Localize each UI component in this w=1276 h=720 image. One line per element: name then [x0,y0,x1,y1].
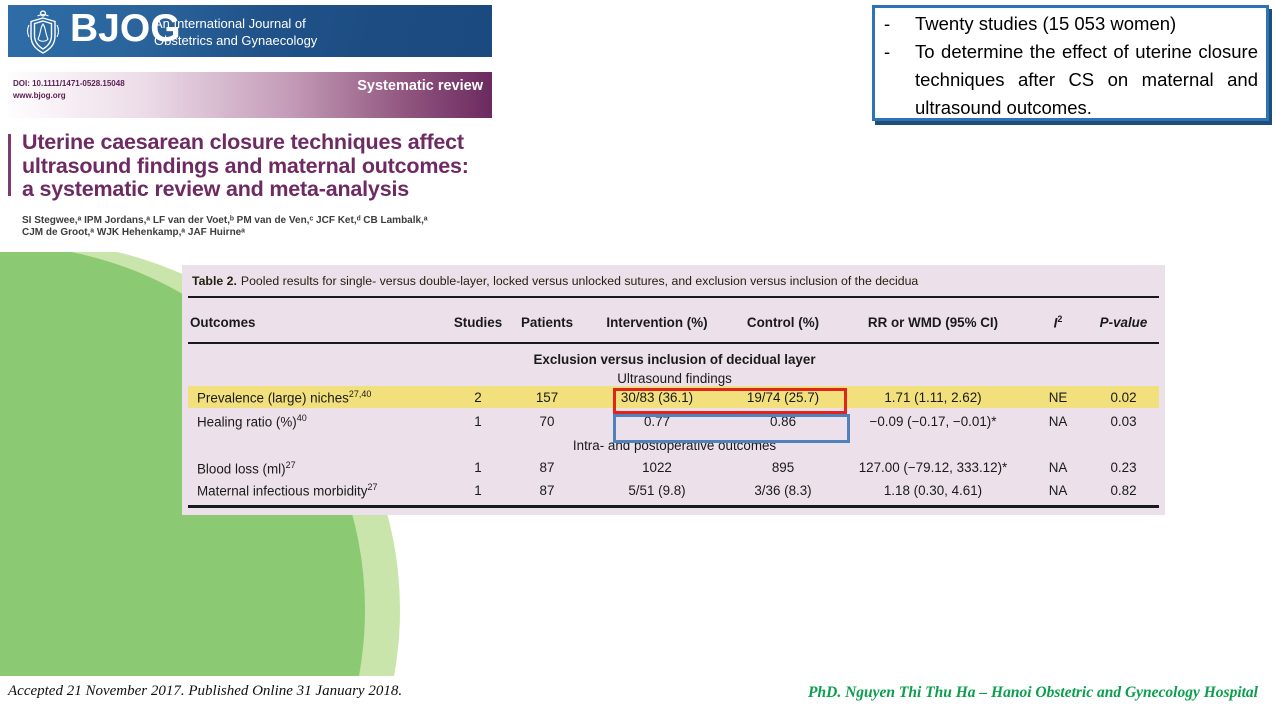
i2-cell: NA [1048,460,1068,476]
journal-subtitle-line2: Obstetrics and Gynaecology [154,33,318,48]
summary-callout-box: - Twenty studies (15 053 women) - To det… [872,5,1269,121]
callout-bullet-1-text: Twenty studies (15 053 women) [915,13,1177,34]
pvalue-cell: 0.23 [1110,460,1137,476]
studies-cell: 1 [474,413,482,429]
intervention-cell: 0.77 [643,413,671,429]
i2-cell: NE [1028,386,1088,409]
bjog-crest-icon [26,10,60,54]
results-table-body: Exclusion versus inclusion of decidual l… [188,344,1160,501]
journal-banner: BJOG An International Journal of Obstetr… [8,5,492,57]
col-header-i2: I2 [1028,298,1088,342]
journal-subtitle: An International Journal of Obstetrics a… [154,15,317,49]
table-caption-text: Pooled results for single- versus double… [240,274,919,288]
outcome-cell: Blood loss (ml)27 [188,456,448,479]
i2-superscript: 2 [1057,314,1063,324]
accepted-date-text: Accepted 21 November 2017. Published Onl… [8,683,403,699]
col-header-patients: Patients [520,314,574,330]
table-row-blood-loss: Blood loss (ml)27 1 87 1022 895 127.00 (… [188,456,1159,479]
pvalue-cell: 0.02 [1088,386,1160,409]
author-list-line1: SI Stegwee,ᵃ IPM Jordans,ᵃ LF van der Vo… [22,215,428,226]
col-header-pvalue: P-value [1088,298,1159,342]
intervention-cell: 1022 [642,460,672,476]
studies-cell: 2 [448,386,508,409]
callout-bullet-row-2: - To determine the effect of uterine clo… [884,38,1258,122]
article-type-banner: DOI: 10.1111/1471-0528.15048 www.bjog.or… [8,72,492,118]
journal-subtitle-line1: An International Journal of [154,16,306,31]
results-table-panel: Table 2. Pooled results for single- versu… [182,265,1165,515]
article-type-label: Systematic review [357,78,483,94]
col-header-outcomes: Outcomes [190,314,256,330]
control-cell: 895 [771,460,795,476]
outcome-ref: 27 [367,482,378,493]
results-table: Outcomes Studies Patients Intervention (… [188,298,1159,342]
article-title-line3: a systematic review and meta-analysis [22,177,409,201]
col-header-control: Control (%) [746,314,820,330]
outcome-text: Blood loss (ml) [197,461,286,477]
table-caption: Table 2. Pooled results for single- versu… [182,265,1165,296]
title-accent-bar [8,134,11,196]
callout-bullet-row-1: - Twenty studies (15 053 women) [884,10,1258,38]
patients-cell: 87 [539,460,555,476]
table-rule-bottom [188,505,1159,509]
i2-cell: NA [1048,413,1068,429]
outcome-cell: Healing ratio (%)40 [188,408,448,434]
i2-symbol: I [1053,315,1058,331]
outcome-ref: 40 [296,413,307,424]
outcome-ref: 27 [285,459,296,470]
article-title: Uterine caesarean closure techniques aff… [22,130,469,202]
control-cell: 3/36 (8.3) [754,482,812,498]
table-rule-header [188,342,1159,345]
journal-logo: BJOG [70,7,181,50]
subsection-label: Ultrasound findings [617,370,732,386]
outcome-ref: 27,40 [348,389,372,400]
article-title-line2: ultrasound findings and maternal outcome… [22,153,469,178]
rr-cell: 1.18 (0.30, 4.61) [883,482,983,498]
rr-cell: 1.71 (1.11, 2.62) [838,386,1028,409]
outcome-text: Healing ratio (%) [197,414,297,430]
patients-cell: 87 [539,482,555,498]
article-title-line1: Uterine caesarean closure techniques aff… [22,130,464,154]
red-annotation-box [613,388,847,414]
pvalue-cell: 0.03 [1110,413,1137,429]
patients-cell: 70 [539,413,555,429]
intervention-cell: 30/83 (36.1) [586,386,728,409]
control-cell: 0.86 [769,413,797,429]
journal-website: www.bjog.org [13,91,66,100]
table-caption-label: Table 2. [192,274,237,288]
patients-cell: 157 [508,386,586,409]
bullet-marker-1: - [884,13,891,34]
table-row-healing-ratio: Healing ratio (%)40 1 70 0.77 0.86 −0.09… [188,408,1159,434]
table-header-row: Outcomes Studies Patients Intervention (… [188,298,1159,342]
blue-annotation-box [613,414,850,443]
outcome-text: Prevalence (large) niches [197,390,349,406]
bullet-marker-2: - [884,41,891,62]
callout-bullet-2-text: To determine the effect of uterine closu… [915,41,1258,118]
table-rule-top [188,296,1159,298]
author-list-line2: CJM de Groot,ᵃ WJK Hehenkamp,ᵃ JAF Huirn… [22,226,246,238]
intervention-cell: 5/51 (9.8) [628,482,686,498]
control-cell: 19/74 (25.7) [728,386,838,409]
table-row-prevalence-niches: Prevalence (large) niches27,40 2 157 30/… [188,386,1160,409]
section-label: Exclusion versus inclusion of decidual l… [533,352,816,368]
table-row-maternal-morbidity: Maternal infectious morbidity27 1 87 5/5… [188,479,1159,501]
pvalue-cell: 0.82 [1110,482,1137,498]
col-header-intervention: Intervention (%) [606,314,708,330]
studies-cell: 1 [474,482,482,498]
i2-cell: NA [1048,482,1068,498]
author-list: SI Stegwee,ᵃ IPM Jordans,ᵃ LF van der Vo… [22,215,428,238]
studies-cell: 1 [474,460,482,476]
rr-cell: 127.00 (−79.12, 333.12)* [858,460,1008,476]
table-subsection-row: Ultrasound findings [188,370,1159,386]
outcome-cell: Maternal infectious morbidity27 [188,479,448,501]
col-header-studies: Studies [453,314,503,330]
col-header-rr: RR or WMD (95% CI) [867,314,999,330]
outcome-text: Maternal infectious morbidity [197,483,368,499]
doi-text: DOI: 10.1111/1471-0528.15048 [13,79,125,88]
rr-cell: −0.09 (−0.17, −0.01)* [869,413,997,429]
table-section-row: Exclusion versus inclusion of decidual l… [188,344,1159,370]
outcome-cell: Prevalence (large) niches27,40 [188,386,448,409]
pvalue-label: P-value [1099,314,1148,330]
presenter-credit-text: PhD. Nguyen Thi Thu Ha – Hanoi Obstetric… [808,684,1258,701]
